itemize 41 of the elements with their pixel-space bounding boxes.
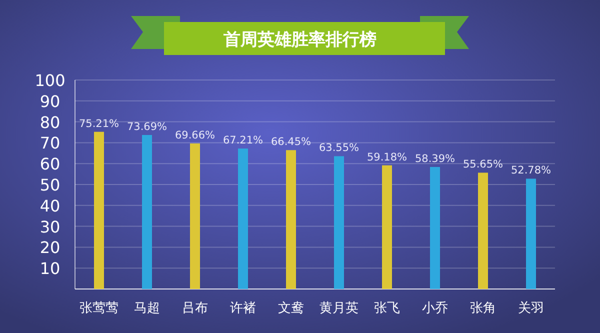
y-tick-label: 30 [40,217,60,236]
data-label: 69.66% [174,129,216,142]
data-label: 63.55% [318,142,360,154]
data-label: 67.21% [222,134,264,147]
bar [142,134,152,289]
bar [286,150,296,289]
y-tick-label: 60 [40,154,60,174]
x-tick-label: 张莺莺 [80,301,118,316]
y-tick-label: 10 [40,259,60,278]
x-tick-label: 吕布 [182,301,208,316]
bar [334,156,344,289]
y-tick-label: 50 [40,176,60,194]
y-tick-label: 100 [34,71,66,90]
x-tick-label: 关羽 [518,301,544,316]
data-label: 59.18% [366,151,408,164]
data-label: 73.69% [126,120,168,133]
y-tick-label: 20 [40,238,60,258]
chart-title: 首周英雄胜率排行榜 [222,30,376,50]
data-label: 66.45% [270,136,312,148]
bar [382,165,392,289]
bar [478,172,488,289]
x-tick-label: 小乔 [422,301,448,316]
y-tick-label: 70 [40,134,60,153]
x-tick-label: 许褚 [230,301,256,316]
bar [430,166,440,289]
bar [190,143,200,289]
x-tick-label: 张角 [470,301,496,316]
y-tick-label: 80 [40,112,60,132]
data-label: 75.21% [78,118,120,130]
data-label: 55.65% [462,158,504,171]
x-tick-label: 马超 [134,301,160,316]
x-tick-label: 文鸯 [278,301,304,316]
data-label: 52.78% [510,164,552,177]
bar [526,178,536,289]
data-label: 58.39% [414,152,456,165]
y-tick-label: 40 [40,196,60,216]
x-tick-label: 黄月英 [320,301,358,316]
bar [94,132,104,289]
y-tick-label: 90 [40,92,60,111]
x-tick-label: 张飞 [374,301,400,316]
bar [238,148,248,289]
